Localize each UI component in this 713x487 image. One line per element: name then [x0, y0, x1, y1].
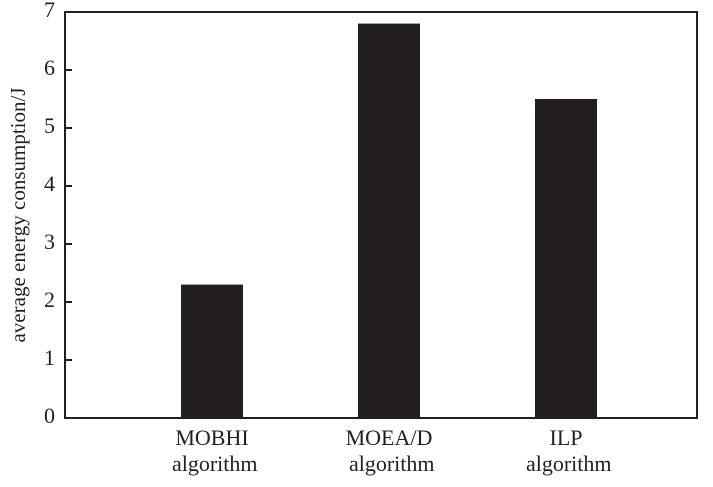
bar — [535, 99, 597, 418]
y-axis-label: average energy consumption/J — [6, 87, 30, 342]
y-tick-label: 7 — [44, 0, 55, 22]
x-tick-label: MOBHI algorithm — [166, 425, 257, 476]
bar — [358, 23, 420, 418]
y-tick-label: 2 — [44, 287, 55, 312]
y-tick-label: 6 — [44, 55, 55, 80]
x-tick-label: ILP algorithm — [520, 425, 611, 476]
bar — [181, 284, 243, 418]
x-tick-label: MOEA/D algorithm — [343, 425, 434, 476]
y-tick-label: 1 — [44, 345, 55, 370]
y-tick-label: 4 — [44, 171, 55, 196]
y-tick-label: 5 — [44, 113, 55, 138]
y-tick-label: 0 — [44, 403, 55, 428]
y-tick-label: 3 — [44, 229, 55, 254]
